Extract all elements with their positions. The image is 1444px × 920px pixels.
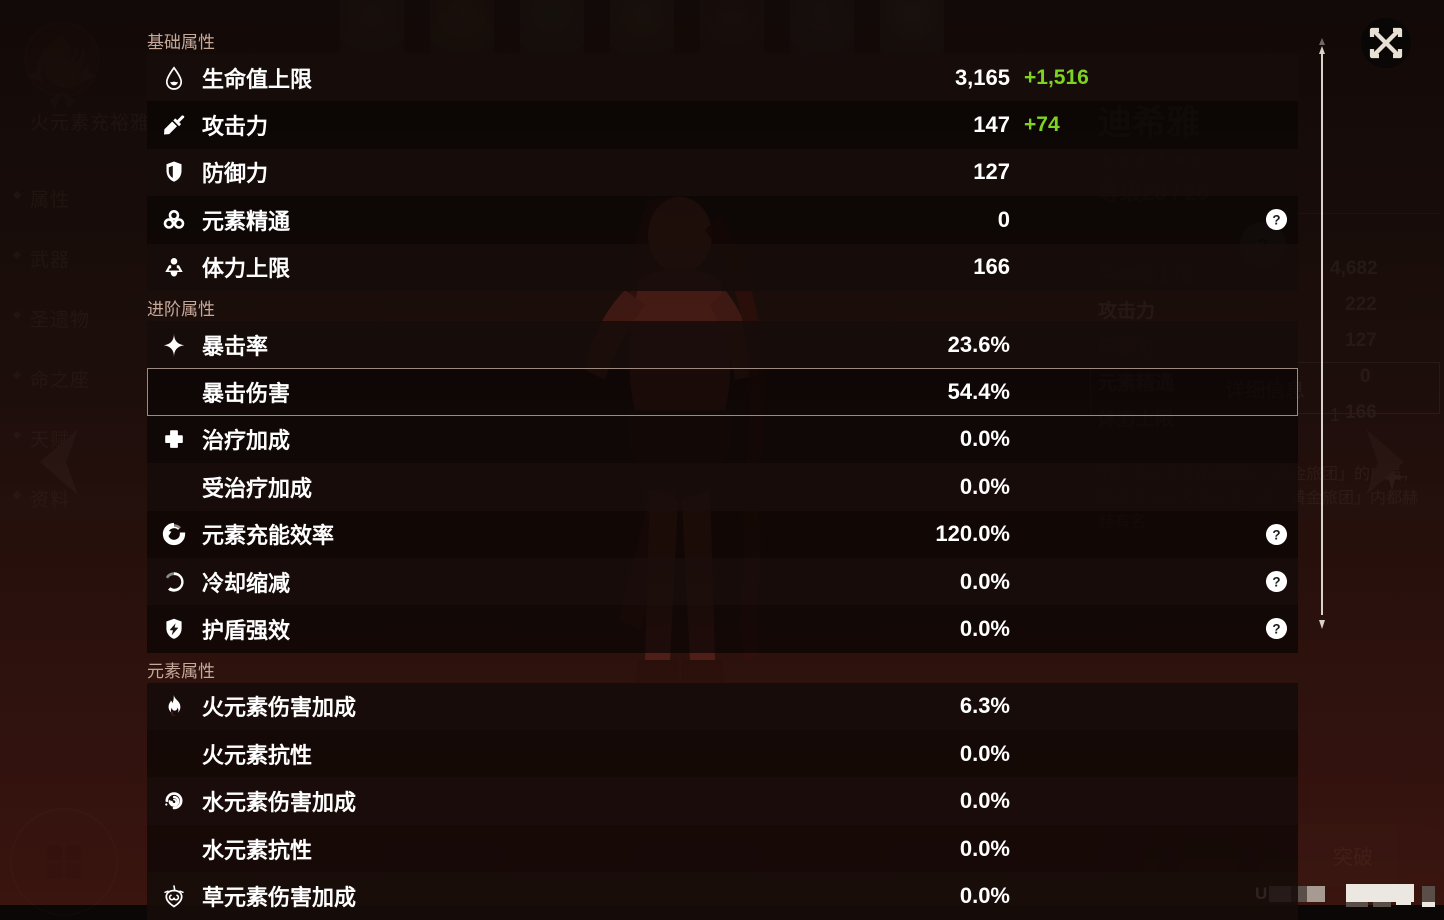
svg-text:?: ?: [1272, 574, 1280, 589]
svg-text:?: ?: [1272, 527, 1280, 542]
svg-text:?: ?: [1272, 622, 1280, 637]
svg-text:?: ?: [1272, 213, 1280, 228]
